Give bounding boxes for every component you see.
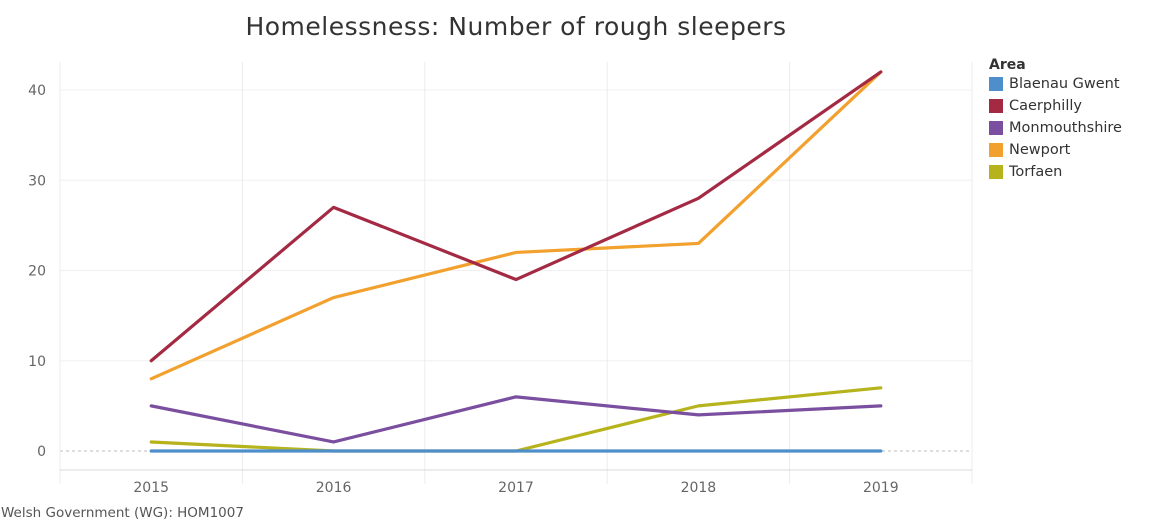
series-line-monmouthshire xyxy=(149,395,883,444)
legend-item: Newport xyxy=(989,139,1167,161)
gridlines xyxy=(59,62,973,484)
legend-item: Torfaen xyxy=(989,161,1167,183)
x-tick-label: 2015 xyxy=(133,480,169,496)
y-tick-label: 0 xyxy=(37,444,46,460)
legend-item: Monmouthshire xyxy=(989,117,1167,139)
y-tick-label: 20 xyxy=(28,264,46,280)
legend-label: Monmouthshire xyxy=(1009,120,1122,136)
legend-swatch xyxy=(989,143,1003,157)
legend-label: Torfaen xyxy=(1009,164,1063,180)
legend-swatch xyxy=(989,99,1003,113)
legend: Area Blaenau Gwent Caerphilly Monmouthshir… xyxy=(989,57,1167,183)
series-line-newport xyxy=(149,70,883,381)
x-tick-label: 2017 xyxy=(498,480,534,496)
y-tick-label: 10 xyxy=(28,354,46,370)
legend-title: Area xyxy=(989,57,1026,73)
x-tick-label: 2019 xyxy=(863,480,899,496)
legend-swatch xyxy=(989,121,1003,135)
x-tick-label: 2018 xyxy=(681,480,717,496)
legend-item: Caerphilly xyxy=(989,95,1167,117)
legend-item: Blaenau Gwent xyxy=(989,73,1167,95)
legend-label: Caerphilly xyxy=(1009,98,1082,114)
legend-swatch xyxy=(989,165,1003,179)
source-note: Welsh Government (WG): HOM1007 xyxy=(1,505,244,521)
legend-items: Blaenau Gwent Caerphilly Monmouthshire Newp… xyxy=(989,73,1167,183)
series-lines xyxy=(149,70,883,453)
legend-label: Newport xyxy=(1009,142,1071,158)
y-tick-label: 30 xyxy=(28,173,46,189)
chart-title: Homelessness: Number of rough sleepers xyxy=(245,12,787,41)
legend-label: Blaenau Gwent xyxy=(1009,76,1120,92)
y-tick-label: 40 xyxy=(28,83,46,99)
axes: 0 10 20 30 40 2015 2016 2017 2018 2019 xyxy=(28,83,972,496)
legend-swatch xyxy=(989,77,1003,91)
series-line-caerphilly xyxy=(149,70,883,363)
x-tick-label: 2016 xyxy=(316,480,352,496)
